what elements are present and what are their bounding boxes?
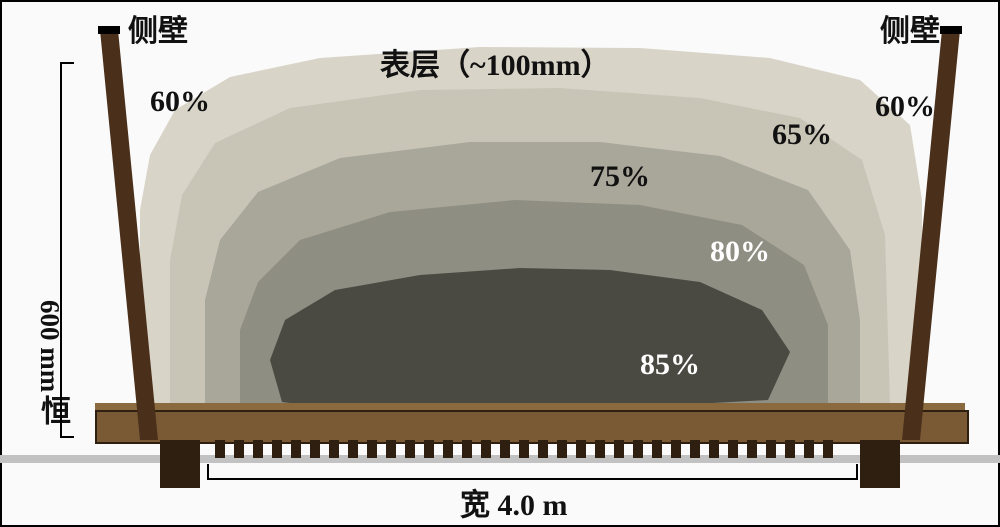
label-width: 宽 4.0 m [460, 480, 568, 524]
pct-z60: 60% [875, 90, 935, 124]
pct-z60: 60% [150, 85, 210, 119]
pct-z65: 65% [772, 118, 832, 152]
pct-z85: 85% [640, 348, 700, 382]
pct-z75: 75% [590, 160, 650, 194]
pct-z80: 80% [710, 235, 770, 269]
label-surface: 表层（~100mm） [380, 40, 611, 84]
label-side_left: 侧壁 [128, 6, 188, 50]
label-height_lbl: 恒 [30, 395, 74, 425]
label-side_right: 侧壁 [880, 6, 940, 50]
